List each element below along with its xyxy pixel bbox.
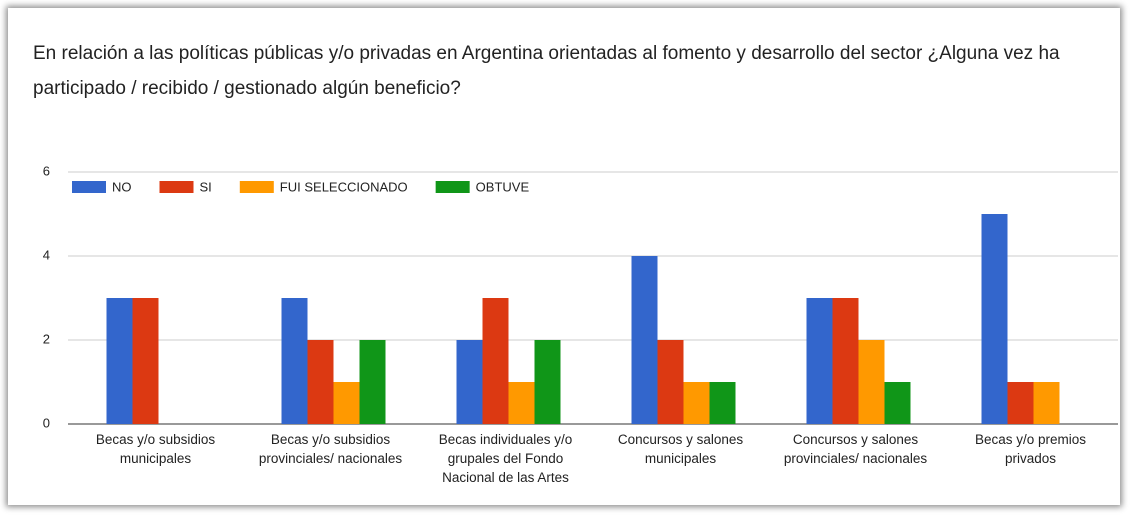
bar (806, 298, 833, 424)
x-tick-label: Becas y/o subsidios municipales (95, 432, 216, 466)
y-tick-label: 4 (43, 247, 50, 262)
y-tick-label: 2 (43, 331, 50, 346)
bar (534, 340, 561, 424)
y-tick-label: 0 (43, 415, 50, 430)
bar (359, 340, 386, 424)
y-tick-label: 6 (43, 163, 50, 178)
legend-swatch (435, 181, 470, 193)
bar (884, 382, 911, 424)
bar (482, 298, 509, 424)
bar (333, 382, 360, 424)
bar (981, 214, 1008, 424)
bar (132, 298, 159, 424)
legend-label: FUI SELECCIONADO (280, 179, 408, 194)
legend-swatch (239, 181, 274, 193)
legend-label: NO (112, 179, 132, 194)
bar (508, 382, 535, 424)
x-tick-label: Concursos y salones provinciales/ nacion… (783, 432, 928, 466)
x-tick-label: Becas y/o subsidios provinciales/ nacion… (258, 432, 403, 466)
bar (1033, 382, 1060, 424)
legend-label: SI (200, 179, 212, 194)
chart-title: En relación a las políticas públicas y/o… (33, 43, 1060, 99)
bar (832, 298, 859, 424)
bar (307, 340, 334, 424)
bar (106, 298, 133, 424)
x-tick-label: Becas individuales y/o grupales del Fond… (438, 432, 573, 485)
bar (631, 256, 658, 424)
bar (709, 382, 736, 424)
legend-swatch (159, 181, 194, 193)
bar (1007, 382, 1034, 424)
bar (683, 382, 710, 424)
bar (456, 340, 483, 424)
bar (657, 340, 684, 424)
legend-swatch (72, 181, 106, 193)
x-tick-label: Concursos y salones municipales (617, 432, 744, 466)
bar (858, 340, 885, 424)
legend-label: OBTUVE (476, 179, 530, 194)
bar (281, 298, 308, 424)
x-tick-label: Becas y/o premios privados (974, 432, 1087, 466)
